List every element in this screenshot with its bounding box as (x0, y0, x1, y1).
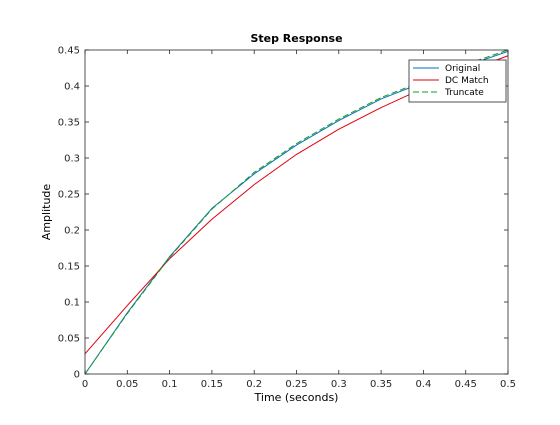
y-tick-label: 0.05 (58, 334, 80, 345)
tick-layer: 0 0.05 0.1 0.15 0.2 0.25 0.3 0.35 0.4 0.45 0.5 0 0.0… (58, 46, 516, 391)
legend: Original DC Match Truncate (408, 59, 507, 103)
x-axis-label: Time (seconds) (254, 391, 339, 404)
legend-label-truncate: Truncate (444, 88, 484, 98)
plot-area (85, 50, 508, 374)
y-tick-label: 0.45 (58, 46, 80, 57)
x-tick-label: 0.3 (331, 379, 347, 390)
chart-title: Step Response (250, 32, 342, 45)
legend-label-original: Original (445, 64, 480, 74)
x-tick-label: 0 (82, 379, 88, 390)
x-tick-label: 0.25 (285, 379, 307, 390)
y-tick-label: 0.35 (58, 118, 80, 129)
x-tick-label: 0.35 (370, 379, 392, 390)
x-tick-label: 0.05 (116, 379, 138, 390)
y-tick-label: 0.1 (64, 298, 80, 309)
x-tick-label: 0.45 (455, 379, 477, 390)
x-tick-label: 0.15 (201, 379, 223, 390)
legend-label-dc-match: DC Match (445, 76, 489, 86)
x-tick-label: 0.1 (162, 379, 178, 390)
y-tick-label: 0.3 (64, 154, 80, 165)
y-tick-label: 0.15 (58, 262, 80, 273)
y-tick-label: 0 (74, 370, 80, 381)
x-tick-label: 0.2 (246, 379, 262, 390)
y-axis-label: Amplitude (40, 184, 53, 241)
x-tick-label: 0.4 (415, 379, 431, 390)
x-tick-label: 0.5 (500, 379, 516, 390)
y-tick-label: 0.4 (64, 82, 80, 93)
y-tick-label: 0.2 (64, 226, 80, 237)
y-tick-label: 0.25 (58, 190, 80, 201)
legend-box (408, 59, 507, 103)
